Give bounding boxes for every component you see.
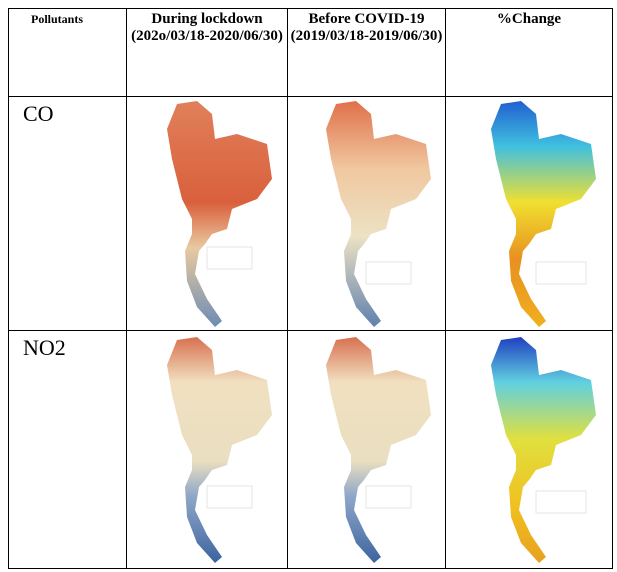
row: NO2: [9, 331, 613, 569]
page: Pollutants During lockdown (202o/03/18-2…: [0, 0, 617, 572]
map-cell: [446, 331, 613, 569]
header-cell: Pollutants: [9, 9, 127, 97]
header-cell: Before COVID-19 (2019/03/18-2019/06/30): [288, 9, 446, 97]
map: [127, 331, 287, 567]
map-cell: [127, 97, 288, 331]
header-row: Pollutants During lockdown (202o/03/18-2…: [9, 9, 613, 97]
map: [127, 97, 287, 329]
map-cell: [127, 331, 288, 569]
header-cell: %Change: [446, 9, 613, 97]
pollutant-label: CO: [9, 97, 127, 331]
row: CO: [9, 97, 613, 331]
map-cell: [288, 331, 446, 569]
map-cell: [288, 97, 446, 331]
map: [288, 331, 445, 567]
map-cell: [446, 97, 613, 331]
header-cell: During lockdown (202o/03/18-2020/06/30): [127, 9, 288, 97]
pollutant-label: NO2: [9, 331, 127, 569]
map: [288, 97, 445, 329]
pollutant-table: Pollutants During lockdown (202o/03/18-2…: [8, 8, 613, 569]
map: [446, 97, 612, 329]
map: [446, 331, 612, 567]
